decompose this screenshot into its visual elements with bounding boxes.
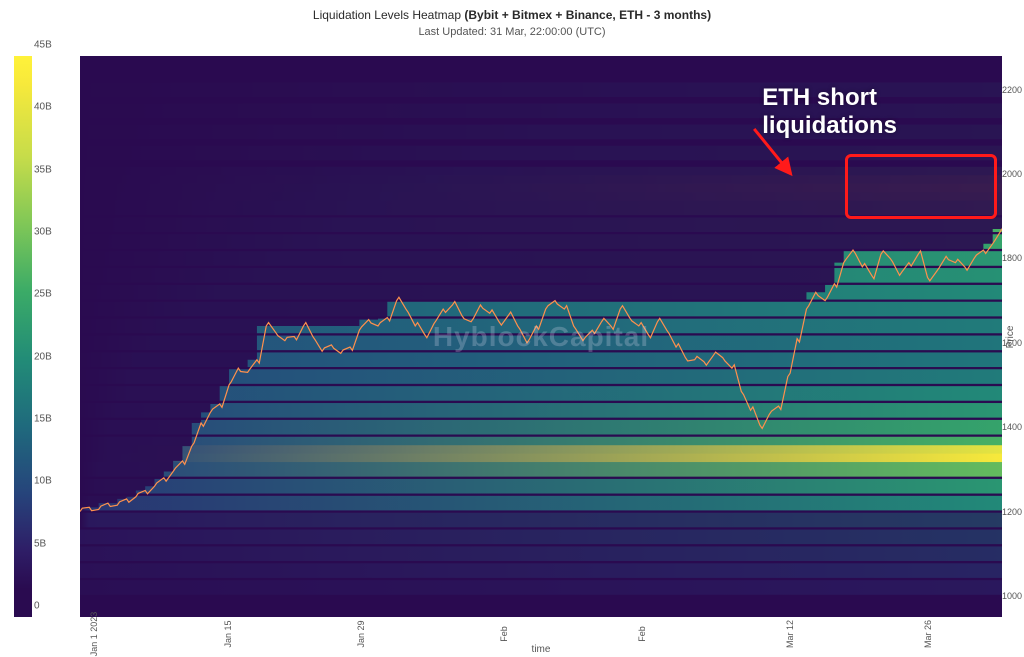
colorbar-tick: 5B: [34, 538, 46, 549]
colorbar-tick: 35B: [34, 164, 52, 175]
x-tick: Mar 12: [785, 620, 795, 648]
colorbar-tick: 25B: [34, 289, 52, 300]
y-tick: 2000: [1002, 169, 1022, 179]
x-tick: Jan 1 2023: [89, 612, 99, 657]
y-tick: 1000: [1002, 591, 1022, 601]
colorbar-tick: 40B: [34, 102, 52, 113]
x-tick: Mar 26: [923, 620, 933, 648]
x-tick: Feb: [499, 626, 509, 642]
colorbar-tick: 30B: [34, 227, 52, 238]
colorbar-tick: 10B: [34, 476, 52, 487]
colorbar-gradient: [14, 56, 32, 617]
colorbar-tick: 15B: [34, 414, 52, 425]
annotation-arrow: [80, 56, 1002, 617]
x-tick: Jan 15: [223, 620, 233, 647]
chart-title-bold: (Bybit + Bitmex + Binance, ETH - 3 month…: [464, 8, 711, 22]
colorbar-ticks: 05B10B15B20B25B30B35B40B45B: [34, 56, 74, 617]
y-tick: 2200: [1002, 85, 1022, 95]
x-axis-label: time: [532, 644, 551, 655]
x-axis: time Jan 1 2023Jan 15Jan 29FebFebMar 12M…: [80, 617, 1002, 657]
y-tick: 1200: [1002, 507, 1022, 517]
y-axis: Price 1000120014001600180020002200: [1002, 56, 1024, 617]
highlight-box: [845, 154, 997, 219]
x-tick: Feb: [637, 626, 647, 642]
chart-container: 05B10B15B20B25B30B35B40B45B HyblockCapit…: [0, 48, 1024, 657]
y-tick: 1600: [1002, 338, 1022, 348]
x-tick: Jan 29: [356, 620, 366, 647]
heatmap-plot: HyblockCapital ETH shortliquidations: [80, 56, 1002, 617]
colorbar-tick: 20B: [34, 351, 52, 362]
colorbar: [14, 56, 32, 617]
colorbar-tick: 0: [34, 601, 40, 612]
y-tick: 1800: [1002, 253, 1022, 263]
chart-subtitle: Last Updated: 31 Mar, 22:00:00 (UTC): [0, 26, 1024, 38]
y-tick: 1400: [1002, 422, 1022, 432]
chart-title-prefix: Liquidation Levels Heatmap: [313, 8, 464, 22]
colorbar-tick: 45B: [34, 40, 52, 51]
